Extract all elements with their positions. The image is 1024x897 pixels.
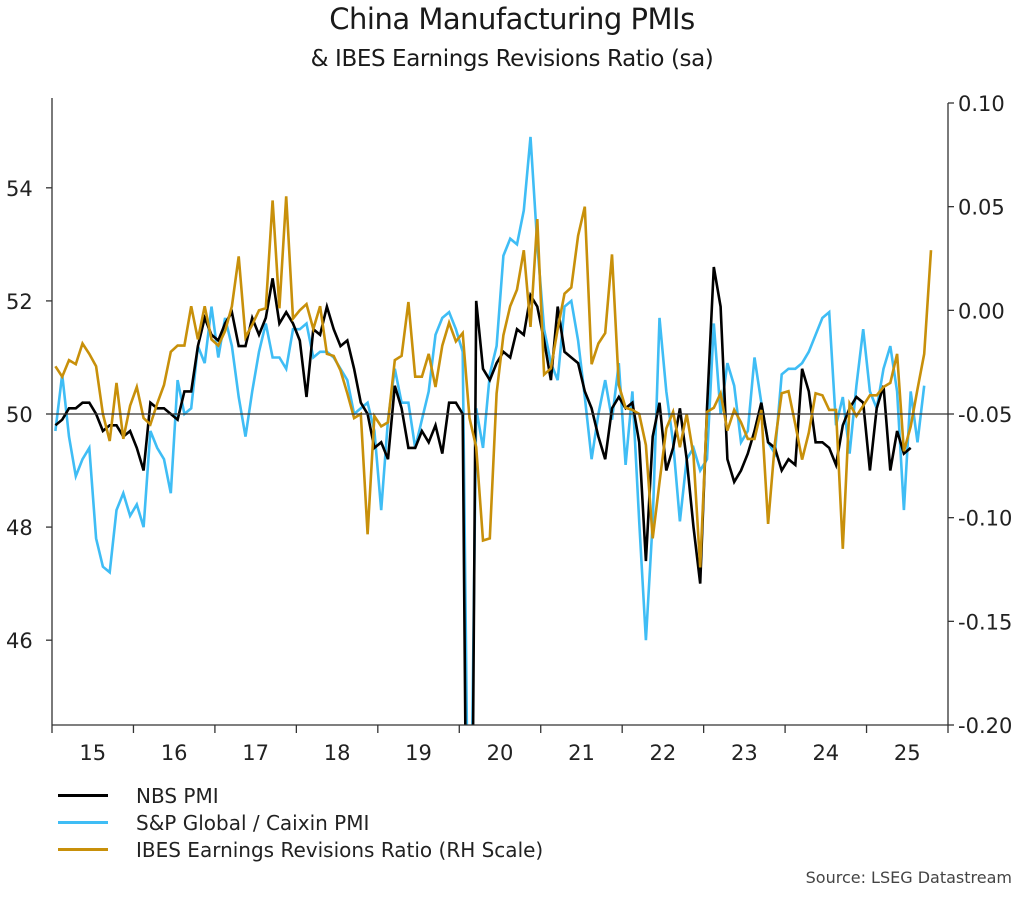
legend-swatch-nbs	[58, 794, 108, 797]
plot-lines	[54, 136, 933, 725]
legend-item-ibes[interactable]: IBES Earnings Revisions Ratio (RH Scale)	[58, 836, 543, 863]
right-tick-label: 0.10	[958, 92, 1005, 116]
x-tick-label: 24	[812, 741, 839, 765]
legend-label-nbs: NBS PMI	[136, 783, 219, 808]
series-line-ibes-earnings-revisions-ratio-rh-scale-	[54, 196, 933, 568]
legend-item-caixin[interactable]: S&P Global / Caixin PMI	[58, 809, 543, 836]
x-tick-label: 16	[161, 741, 188, 765]
axes: 46 48 50 52 54 -0.20 -0.15 -0.10 -0.05 0.00 0.05 0.…	[6, 92, 1012, 765]
x-tick-label: 23	[731, 741, 758, 765]
right-tick-label: 0.00	[958, 299, 1005, 323]
x-tick-label: 17	[242, 741, 269, 765]
left-tick-label: 50	[6, 403, 33, 427]
right-tick-label: -0.15	[958, 610, 1012, 634]
x-tick-label: 19	[405, 741, 432, 765]
left-tick-label: 46	[6, 629, 33, 653]
legend-swatch-caixin	[58, 821, 108, 824]
right-tick-label: 0.05	[958, 196, 1005, 220]
x-tick-label: 25	[894, 741, 921, 765]
chart-title: China Manufacturing PMIs	[329, 2, 695, 36]
chart-subtitle: & IBES Earnings Revisions Ratio (sa)	[310, 46, 714, 72]
x-tick-label: 18	[324, 741, 351, 765]
left-tick-label: 52	[6, 290, 33, 314]
source-note: Source: LSEG Datastream	[805, 868, 1012, 887]
right-tick-label: -0.10	[958, 507, 1012, 531]
x-tick-label: 22	[650, 741, 677, 765]
legend-item-nbs[interactable]: NBS PMI	[58, 782, 543, 809]
x-tick-label: 15	[79, 741, 106, 765]
legend: NBS PMI S&P Global / Caixin PMI IBES Ear…	[58, 782, 543, 863]
series-line-nbs-pmi	[54, 266, 912, 725]
right-tick-label: -0.05	[958, 403, 1012, 427]
legend-label-ibes: IBES Earnings Revisions Ratio (RH Scale)	[136, 837, 544, 862]
left-tick-label: 54	[6, 177, 33, 201]
legend-label-caixin: S&P Global / Caixin PMI	[136, 810, 370, 835]
legend-swatch-ibes	[58, 848, 108, 851]
left-tick-label: 48	[6, 516, 33, 540]
right-tick-label: -0.20	[958, 714, 1012, 738]
x-tick-label: 20	[487, 741, 514, 765]
x-tick-label: 21	[568, 741, 595, 765]
